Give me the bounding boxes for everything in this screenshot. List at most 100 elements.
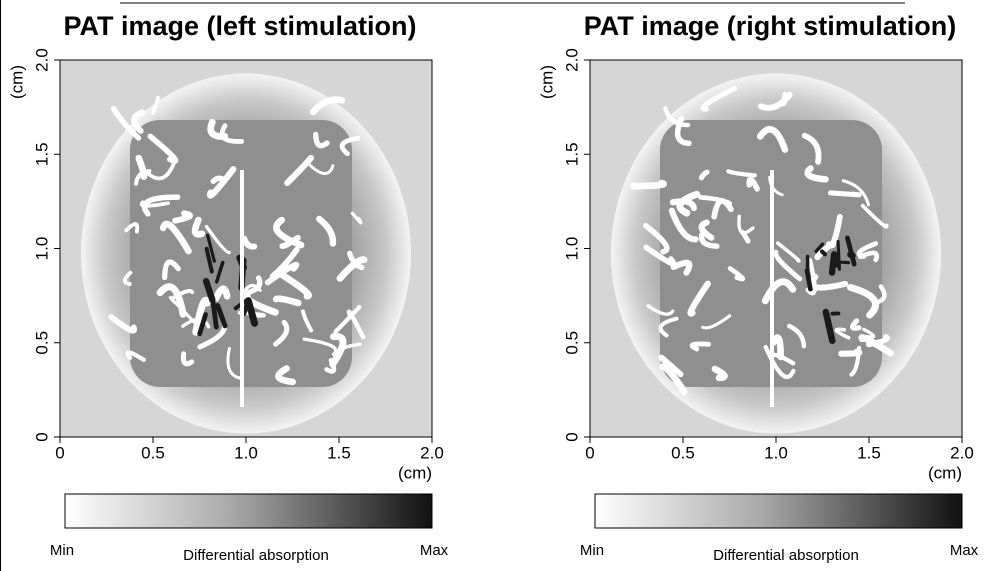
- vessel: [711, 198, 734, 220]
- colorbar-min: Min: [50, 542, 74, 559]
- x-tick-label: 0.5: [141, 443, 165, 462]
- vessel: [698, 169, 710, 181]
- activation: [847, 251, 856, 259]
- vessel: [739, 230, 751, 244]
- chart-title: PAT image (left stimulation): [63, 11, 416, 41]
- vessel: [700, 85, 738, 112]
- vessel: [687, 280, 711, 317]
- vessel: [850, 318, 862, 331]
- x-tick-label: 0: [585, 443, 594, 462]
- activation: [819, 249, 827, 257]
- vessel: [181, 317, 211, 329]
- activation: [206, 233, 216, 263]
- vessel: [108, 314, 137, 334]
- activation: [215, 303, 228, 329]
- y-tick-label: 1.5: [562, 142, 581, 166]
- vessel: [804, 165, 829, 183]
- vessel: [787, 323, 807, 349]
- vessel: [629, 179, 667, 190]
- activation: [214, 260, 225, 284]
- vessel: [171, 289, 195, 300]
- vessel: [145, 158, 177, 181]
- vessel: [858, 334, 894, 357]
- y-axis-label: (cm): [537, 65, 556, 99]
- x-tick-label: 1.5: [857, 443, 881, 462]
- vessel: [758, 91, 793, 111]
- x-tick-label: 0.5: [671, 443, 695, 462]
- activation: [822, 308, 836, 345]
- vessel: [761, 278, 797, 305]
- y-tick-label: 0.5: [32, 331, 51, 355]
- vessel: [147, 133, 179, 164]
- activation: [814, 242, 825, 253]
- vessel: [805, 257, 817, 296]
- vessel: [329, 333, 347, 368]
- y-tick-label: 0.5: [562, 331, 581, 355]
- vessel: [300, 309, 314, 333]
- y-tick-label: 0: [32, 432, 51, 441]
- activation: [204, 246, 214, 274]
- vessel: [860, 203, 889, 229]
- y-tick-label: 0: [562, 432, 581, 441]
- vessel: [847, 284, 879, 319]
- vessel: [698, 219, 715, 241]
- vessel: [834, 327, 851, 340]
- vessel: [773, 249, 803, 282]
- vessel: [727, 266, 746, 282]
- vessel: [763, 344, 796, 379]
- vessel: [689, 341, 712, 352]
- vessel: [658, 316, 679, 338]
- y-axis-label: (cm): [7, 65, 26, 99]
- x-axis-label: (cm): [398, 463, 432, 482]
- vessel: [204, 224, 231, 255]
- vessel: [726, 169, 757, 178]
- vessel: [670, 259, 693, 276]
- vessel: [206, 166, 237, 199]
- vessel: [141, 194, 181, 217]
- vessel: [756, 126, 789, 153]
- y-tick-label: 2.0: [562, 48, 581, 72]
- vessel: [275, 269, 312, 300]
- vessel: [191, 216, 206, 238]
- activation: [244, 297, 259, 327]
- y-tick-label: 2.0: [32, 48, 51, 72]
- vessel: [279, 234, 301, 250]
- vessel: [172, 210, 193, 224]
- x-tick-label: 0: [55, 443, 64, 462]
- vessel: [827, 190, 862, 198]
- vessel: [350, 211, 363, 225]
- vessel: [272, 319, 290, 347]
- vessel: [658, 354, 684, 378]
- x-tick-label: 2.0: [950, 443, 974, 462]
- vessel: [207, 118, 229, 140]
- vessel: [769, 334, 784, 361]
- vessel: [180, 351, 195, 367]
- x-tick-label: 1.0: [764, 443, 788, 462]
- vessel: [272, 295, 302, 307]
- vessel: [302, 337, 338, 356]
- vessel: [273, 216, 305, 249]
- activation: [845, 235, 857, 267]
- x-tick-label: 1.0: [234, 443, 258, 462]
- pat-image: [60, 60, 432, 437]
- vessel: [333, 305, 362, 334]
- vessel: [856, 241, 879, 259]
- vessel: [212, 285, 231, 302]
- vessel: [308, 163, 335, 176]
- vessel: [668, 207, 699, 243]
- activation: [210, 300, 219, 330]
- colorbar-max: Max: [420, 542, 449, 559]
- vessel: [659, 363, 688, 395]
- vessel: [801, 132, 822, 165]
- pat-image: [590, 60, 962, 437]
- vessel: [701, 314, 732, 330]
- activation: [202, 277, 216, 304]
- vessel: [669, 198, 697, 212]
- vessel: [284, 154, 315, 187]
- colorbar-label: Differential absorption: [713, 547, 859, 564]
- vessel: [275, 365, 296, 386]
- vessel: [316, 215, 337, 247]
- vessel: [643, 244, 677, 267]
- vessel: [134, 169, 152, 186]
